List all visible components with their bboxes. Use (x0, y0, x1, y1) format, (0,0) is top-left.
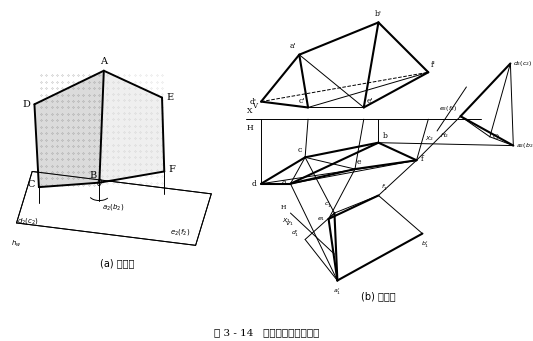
Text: $d_2(c_2)$: $d_2(c_2)$ (17, 216, 38, 226)
Text: C: C (27, 180, 35, 189)
Text: $a_1'$: $a_1'$ (333, 286, 342, 297)
Text: (b) 投影图: (b) 投影图 (361, 291, 395, 301)
Text: $e_2(f_2)$: $e_2(f_2)$ (170, 227, 190, 237)
Text: E: E (166, 93, 174, 102)
Text: c': c' (298, 97, 305, 105)
Text: $h_w$: $h_w$ (11, 239, 22, 249)
Text: (a) 直观图: (a) 直观图 (100, 258, 134, 268)
Text: a': a' (290, 42, 296, 50)
Text: $d_2(c_2)$: $d_2(c_2)$ (513, 59, 533, 68)
Text: O: O (493, 133, 499, 141)
Text: d: d (252, 180, 257, 188)
Text: $a_2(b_2)$: $a_2(b_2)$ (516, 141, 533, 150)
Polygon shape (99, 71, 164, 183)
Text: H: H (281, 205, 286, 210)
Text: $d_1'$: $d_1'$ (291, 228, 299, 239)
Text: e': e' (367, 97, 373, 105)
Text: b': b' (375, 10, 382, 18)
Text: c: c (298, 146, 302, 154)
Text: $X_2$: $X_2$ (425, 134, 434, 143)
Text: F: F (169, 165, 175, 174)
Text: X: X (246, 107, 252, 115)
Text: $c_1'$: $c_1'$ (324, 200, 332, 210)
Text: f: f (421, 155, 424, 163)
Text: H: H (246, 124, 253, 132)
Text: B: B (90, 172, 97, 180)
Text: D: D (22, 100, 30, 109)
Text: $f_1'$: $f_1'$ (382, 182, 388, 193)
Text: $X_1$: $X_1$ (281, 216, 290, 225)
Text: $b_1'$: $b_1'$ (421, 239, 430, 250)
Text: $e_2(f_2)$: $e_2(f_2)$ (439, 104, 458, 113)
Text: $\theta$: $\theta$ (96, 177, 103, 188)
Text: V: V (252, 102, 257, 110)
Text: f': f' (431, 61, 436, 69)
Text: e: e (357, 158, 361, 166)
Text: a: a (281, 178, 286, 186)
Text: $H_2$: $H_2$ (440, 131, 449, 140)
Text: $e_1$: $e_1$ (318, 215, 326, 223)
Text: $V_1$: $V_1$ (285, 219, 293, 228)
Text: $a_2(b_2)$: $a_2(b_2)$ (102, 202, 124, 212)
Text: A: A (100, 57, 107, 66)
Polygon shape (35, 71, 104, 187)
Text: 图 3 - 14   求相交两平面的夹角: 图 3 - 14 求相交两平面的夹角 (214, 329, 319, 338)
Text: d': d' (250, 98, 257, 106)
Text: b: b (383, 132, 387, 140)
